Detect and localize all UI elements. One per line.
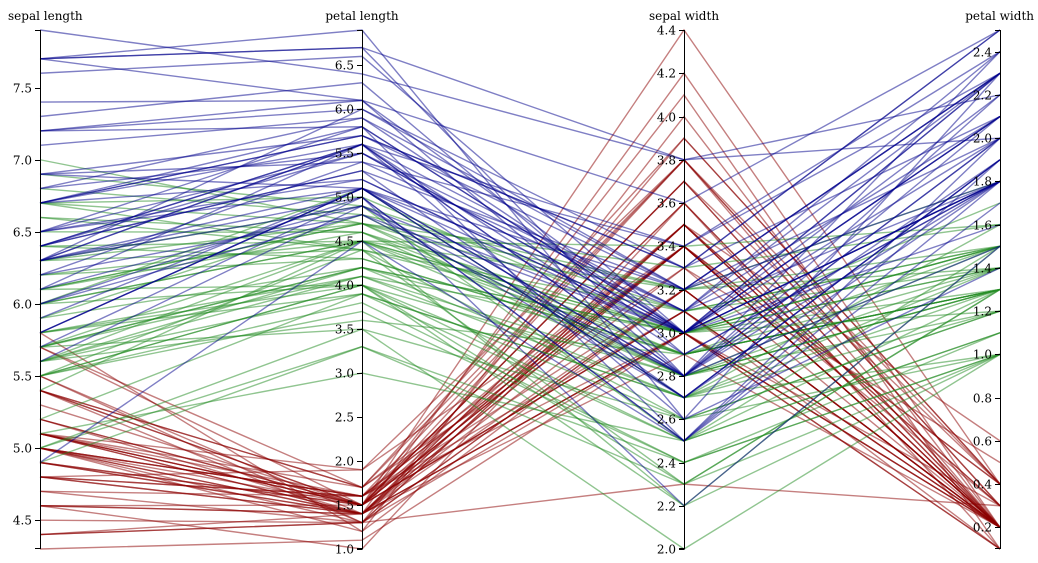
tick-label: 2.4 <box>973 46 992 60</box>
tick-label: 4.0 <box>335 279 354 293</box>
tick-label: 2.0 <box>973 132 992 146</box>
axis-petal-length: 1.0 1.5 2.0 2.5 3.0 3.5 4.0 4.5 5.0 5.5 6.0 6.5 peta… <box>325 9 399 557</box>
axes-layer: 4.5 5.0 5.5 6.0 6.5 7.0 7.5 sepal length 1.0 1.5 2… <box>8 9 1034 557</box>
tick-label: 7.5 <box>13 82 32 96</box>
tick-label: 1.0 <box>973 348 992 362</box>
virginica-line <box>39 115 1001 312</box>
tick-label: 5.5 <box>335 147 354 161</box>
virginica-line <box>39 180 1001 334</box>
virginica-line <box>39 99 1001 377</box>
axis-sepal-width: 2.0 2.2 2.4 2.6 2.8 3.0 3.2 3.4 3.6 3.8 4.0 4.2 4.4s… <box>649 9 719 557</box>
tick-label: 1.5 <box>335 499 354 513</box>
tick-label: 4.0 <box>657 111 676 125</box>
tick-label: 0.6 <box>973 435 992 449</box>
tick-label: 2.2 <box>973 89 992 103</box>
virginica-line <box>39 202 1001 464</box>
tick-label: 6.5 <box>13 226 32 240</box>
tick-label: 6.0 <box>335 103 354 117</box>
tick-label: 1.6 <box>973 219 992 233</box>
versicolor-line <box>39 345 1001 485</box>
virginica-line <box>39 29 1001 204</box>
versicolor-line <box>39 284 1001 507</box>
tick-label: 3.4 <box>657 240 676 254</box>
virginica-line <box>39 46 1001 161</box>
virginica-line <box>39 72 1001 312</box>
tick-label: 5.0 <box>335 191 354 205</box>
tick-label: 1.0 <box>335 543 354 557</box>
virginica-line <box>39 29 1001 269</box>
virginica-line <box>39 180 1001 399</box>
versicolor-line <box>39 332 1001 442</box>
versicolor-line <box>39 328 1001 550</box>
tick-label: 2.0 <box>657 543 676 557</box>
virginica-line <box>39 72 1001 276</box>
tick-label: 3.8 <box>657 154 676 168</box>
virginica-line <box>39 143 1001 421</box>
versicolor-line <box>39 310 1001 464</box>
versicolor-line <box>39 301 1001 464</box>
tick-label: 3.2 <box>657 284 676 298</box>
tick-label: 2.0 <box>335 455 354 469</box>
tick-label: 3.0 <box>657 327 676 341</box>
tick-label: 6.0 <box>13 298 32 312</box>
polylines-layer <box>39 28 1001 550</box>
tick-label: 5.5 <box>13 370 32 384</box>
tick-label: 3.0 <box>335 367 354 381</box>
tick-label: 2.8 <box>657 370 676 384</box>
virginica-line <box>39 137 1001 334</box>
axis-title: petal length <box>325 9 399 23</box>
tick-label: 1.8 <box>973 175 992 189</box>
tick-label: 2.6 <box>657 413 676 427</box>
tick-label: 1.4 <box>973 262 992 276</box>
axis-title: petal width <box>965 9 1034 23</box>
tick-label: 0.8 <box>973 392 992 406</box>
axis-petal-width: 0.2 0.4 0.6 0.8 1.0 1.2 1.4 1.6 1.8 2.0 2.2 2.4 peta… <box>965 9 1034 549</box>
tick-label: 0.2 <box>973 521 992 535</box>
tick-label: 3.5 <box>335 323 354 337</box>
tick-label: 1.2 <box>973 305 992 319</box>
virginica-line <box>39 152 1001 312</box>
tick-label: 4.4 <box>657 24 676 38</box>
virginica-line <box>39 159 1001 442</box>
setosa-line <box>39 483 1001 524</box>
versicolor-line <box>39 275 1001 377</box>
tick-label: 3.6 <box>657 197 676 211</box>
setosa-line <box>39 331 1001 550</box>
tick-label: 2.5 <box>335 411 354 425</box>
tick-label: 4.5 <box>13 514 32 528</box>
tick-label: 6.5 <box>335 59 354 73</box>
tick-label: 5.0 <box>13 442 32 456</box>
virginica-line <box>39 196 1001 507</box>
virginica-line <box>39 82 1001 356</box>
tick-label: 4.5 <box>335 235 354 249</box>
tick-label: 2.4 <box>657 457 676 471</box>
axis-sepal-length: 4.5 5.0 5.5 6.0 6.5 7.0 7.5 sepal length <box>8 9 83 549</box>
tick-label: 2.2 <box>657 500 676 514</box>
tick-label: 4.2 <box>657 67 676 81</box>
tick-label: 7.0 <box>13 154 32 168</box>
axis-title: sepal length <box>8 9 83 23</box>
axis-title: sepal width <box>649 9 719 23</box>
setosa-line <box>39 180 1001 528</box>
tick-label: 0.4 <box>973 478 992 492</box>
setosa-line <box>39 180 1001 528</box>
virginica-line <box>39 159 1001 399</box>
